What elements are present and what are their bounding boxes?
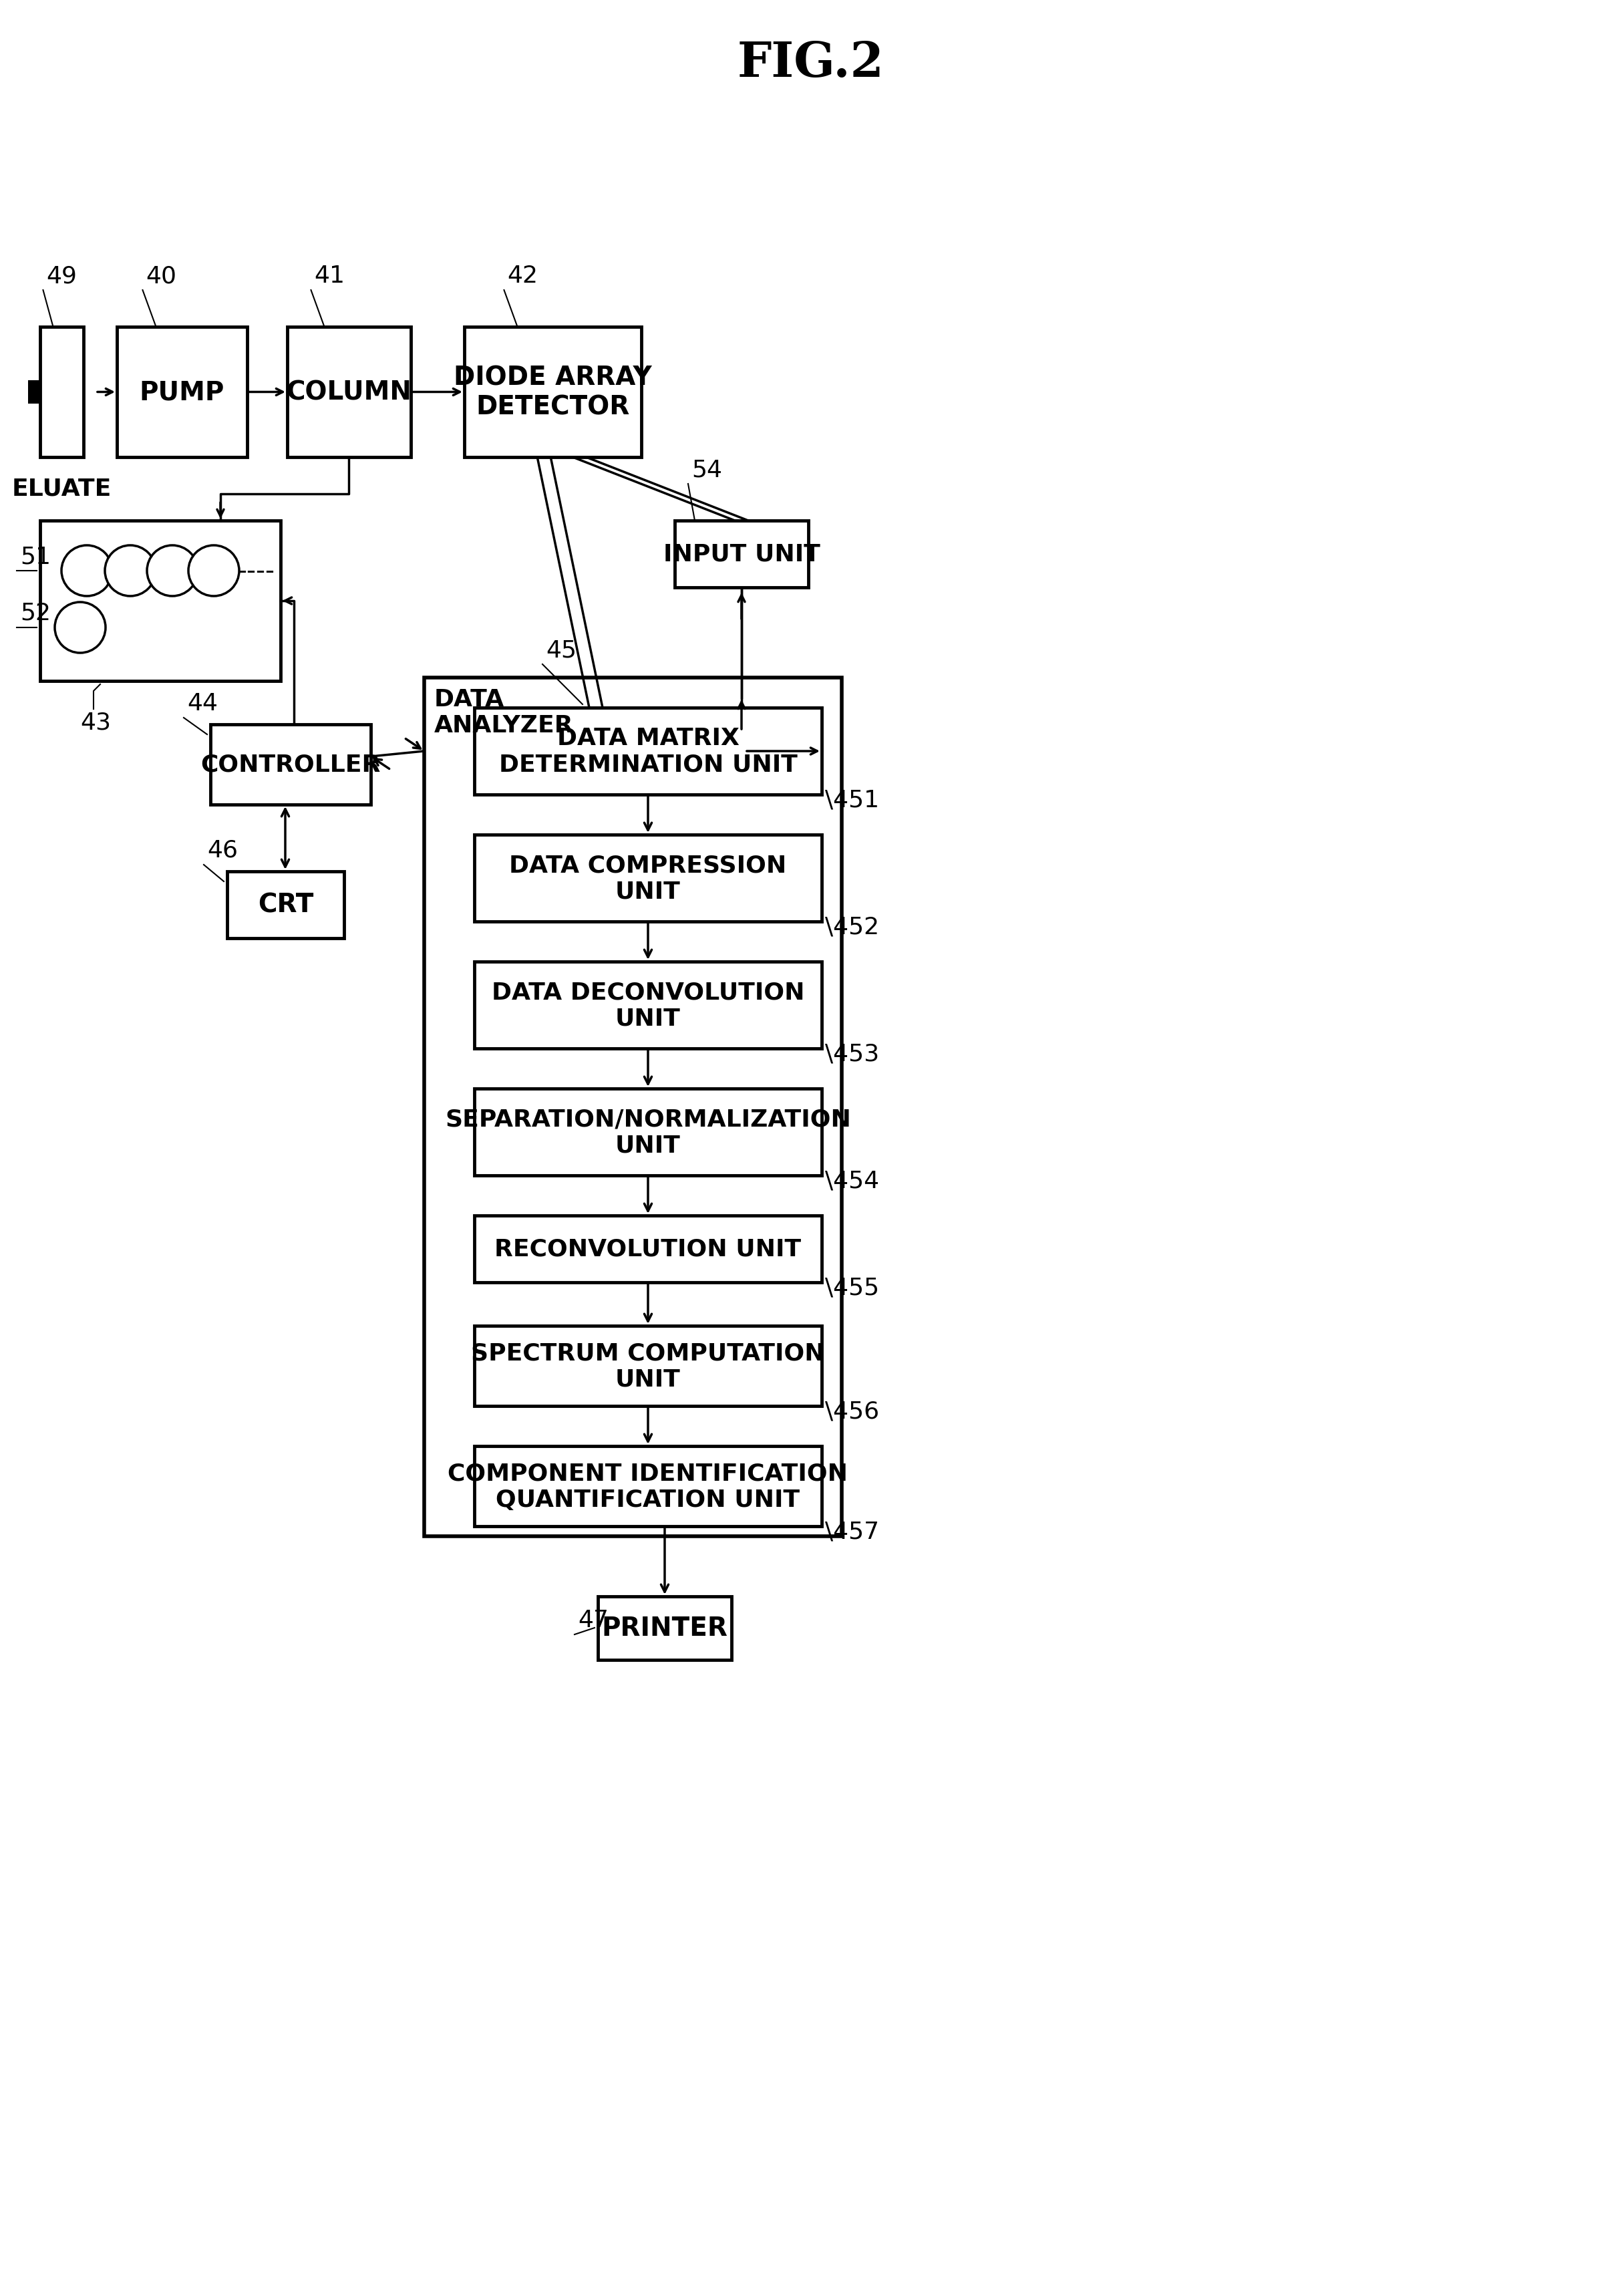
Text: \457: \457 (826, 1520, 879, 1543)
Text: DATA COMPRESSION
UNIT: DATA COMPRESSION UNIT (509, 854, 787, 902)
Text: PRINTER: PRINTER (602, 1616, 728, 1642)
Text: SEPARATION/NORMALIZATION
UNIT: SEPARATION/NORMALIZATION UNIT (444, 1107, 852, 1157)
Bar (474, 1446, 822, 1527)
Text: \452: \452 (826, 916, 879, 939)
Text: 51: 51 (19, 544, 50, 567)
Text: \453: \453 (826, 1042, 879, 1065)
Bar (287, 328, 410, 457)
Text: \455: \455 (826, 1277, 879, 1300)
Text: INPUT UNIT: INPUT UNIT (663, 544, 821, 565)
Text: 49: 49 (47, 264, 78, 287)
Text: 40: 40 (146, 264, 177, 287)
Text: 44: 44 (187, 691, 217, 714)
Bar (41, 521, 281, 682)
Bar (227, 872, 344, 939)
Text: PUMP: PUMP (139, 379, 224, 404)
Text: RECONVOLUTION UNIT: RECONVOLUTION UNIT (495, 1238, 801, 1261)
Bar (117, 328, 247, 457)
Text: 47: 47 (577, 1609, 608, 1632)
Bar (474, 1327, 822, 1405)
Text: 41: 41 (315, 264, 345, 287)
Bar (211, 726, 371, 806)
Text: 45: 45 (545, 638, 576, 661)
Bar (474, 962, 822, 1049)
Text: COLUMN: COLUMN (285, 379, 412, 404)
Circle shape (188, 546, 238, 597)
Text: DATA DECONVOLUTION
UNIT: DATA DECONVOLUTION UNIT (491, 980, 805, 1031)
Bar (474, 1088, 822, 1176)
Bar (464, 328, 641, 457)
Text: ----: ---- (237, 558, 274, 583)
Bar (41, 328, 83, 457)
Text: COMPONENT IDENTIFICATION
QUANTIFICATION UNIT: COMPONENT IDENTIFICATION QUANTIFICATION … (448, 1463, 848, 1511)
Text: 52: 52 (19, 602, 50, 625)
Text: 54: 54 (691, 459, 722, 480)
Text: \451: \451 (826, 790, 879, 813)
Bar (474, 1217, 822, 1283)
Text: ELUATE: ELUATE (11, 478, 112, 501)
Circle shape (148, 546, 198, 597)
Text: \456: \456 (826, 1401, 879, 1424)
Bar (28, 381, 41, 404)
Bar (474, 707, 822, 794)
Text: SPECTRUM COMPUTATION
UNIT: SPECTRUM COMPUTATION UNIT (470, 1341, 826, 1391)
Text: 42: 42 (508, 264, 539, 287)
Text: DIODE ARRAY
DETECTOR: DIODE ARRAY DETECTOR (454, 365, 652, 420)
Text: 43: 43 (79, 712, 110, 735)
Text: 46: 46 (208, 838, 238, 861)
Text: CONTROLLER: CONTROLLER (201, 753, 381, 776)
Circle shape (105, 546, 156, 597)
Text: DATA MATRIX
DETERMINATION UNIT: DATA MATRIX DETERMINATION UNIT (498, 728, 798, 776)
Circle shape (55, 602, 105, 654)
Circle shape (62, 546, 112, 597)
Bar (474, 836, 822, 923)
Bar (675, 521, 808, 588)
Text: DATA
ANALYZER: DATA ANALYZER (435, 689, 574, 737)
Bar (425, 677, 842, 1536)
Text: CRT: CRT (258, 893, 313, 918)
Text: FIG.2: FIG.2 (738, 39, 884, 87)
Bar (599, 1596, 732, 1660)
Text: \454: \454 (826, 1169, 879, 1192)
